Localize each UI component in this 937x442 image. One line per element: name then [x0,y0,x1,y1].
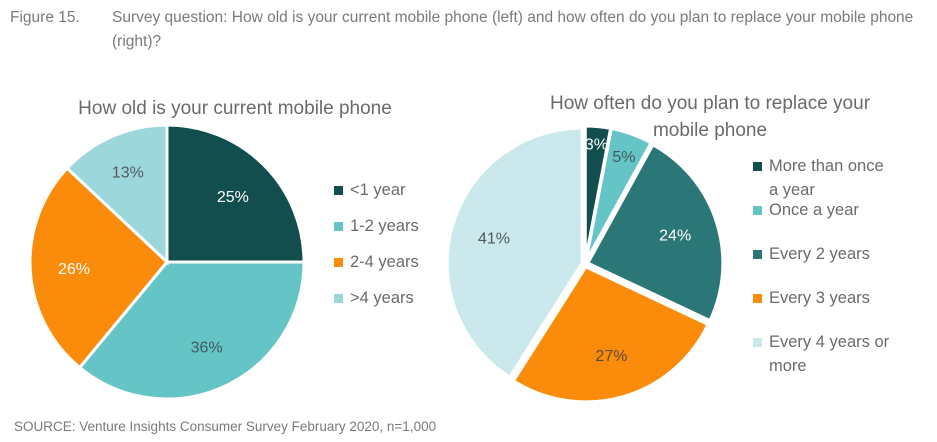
pie-data-label: 41% [478,231,510,248]
legend-swatch [334,294,343,303]
right-chart-title-line2: mobile phone [652,120,768,141]
figure-number: Figure 15. [10,9,80,26]
pie-slice [585,142,725,323]
pie-data-label: 24% [659,228,691,245]
right-chart-title-line1: How often do you plan to replace your [549,93,871,114]
pie-data-label: 13% [112,164,144,181]
pie-data-label: 5% [612,149,635,166]
legend-swatch [334,258,343,267]
source-note: SOURCE: Venture Insights Consumer Survey… [14,419,437,434]
legend-swatch [334,222,343,231]
legend-swatch [753,250,762,259]
legend-swatch [753,162,762,171]
pie-slice [584,126,654,262]
pie-slice [165,123,306,264]
legend-swatch [334,186,343,195]
legend-swatch [753,338,762,347]
pie-data-label: 26% [58,261,90,278]
pie-slice [28,166,170,370]
pie-data-label: 3% [585,137,608,154]
pie-slice [511,264,710,404]
pie-slice [65,123,169,266]
pie-data-label: 25% [217,189,249,206]
legend-swatch [753,294,762,303]
pie-slice [445,126,584,380]
legend-swatch [753,206,762,215]
figure-caption-text: Survey question: How old is your current… [112,9,914,50]
pie-slice [77,260,306,401]
left-chart-title: How old is your current mobile phone [78,98,392,119]
pie-data-label: 27% [595,348,627,365]
pie-data-label: 36% [191,339,223,356]
